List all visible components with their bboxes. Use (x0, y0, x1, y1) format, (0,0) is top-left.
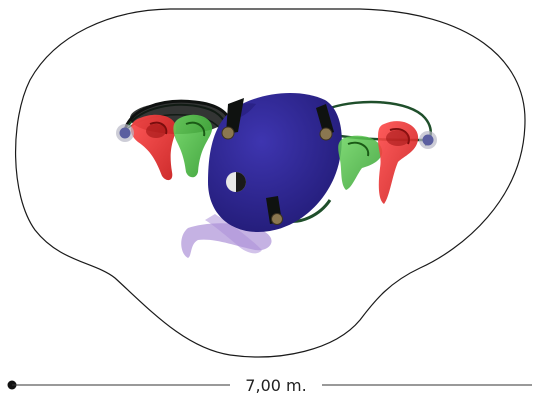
left-green-limb (173, 114, 213, 178)
scale-bar: 7,00 m. (7, 376, 532, 395)
black-blade-left (226, 98, 244, 134)
black-blade-right (316, 104, 334, 136)
scale-bar-label: 7,00 m. (245, 376, 306, 394)
joint-upper-right (319, 127, 333, 141)
left-red-limb (130, 114, 177, 181)
right-red-limb (378, 121, 419, 204)
boundary-outline (14, 8, 526, 358)
joint-upper-left (221, 126, 235, 140)
joint-bottom (271, 213, 283, 225)
right-end-cap (419, 131, 437, 149)
left-end-cap (116, 124, 134, 142)
right-green-limb (338, 135, 383, 190)
purple-tail (181, 214, 272, 258)
